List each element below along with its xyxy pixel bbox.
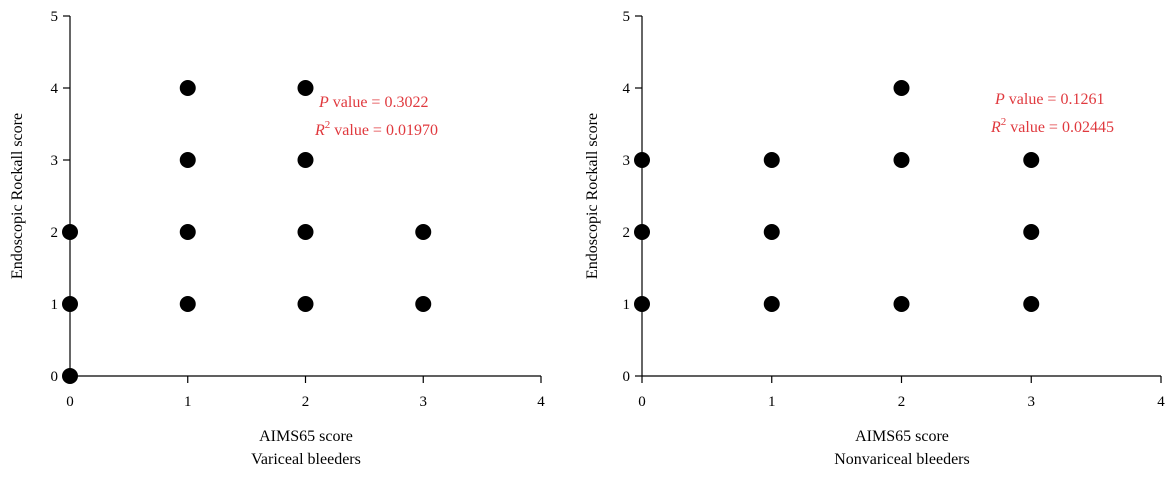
data-point	[634, 296, 650, 312]
data-point	[179, 296, 196, 312]
y-tick-label: 4	[51, 81, 59, 97]
y-tick-label: 0	[51, 369, 59, 385]
y-axis-title: Endoscopic Rockall score	[584, 113, 601, 279]
x-tick-label: 4	[537, 394, 545, 410]
chart-subtitle: Variceal bleeders	[251, 451, 361, 468]
data-point	[297, 152, 314, 168]
r2-value-annotation: R2 value = 0.01970	[314, 119, 438, 139]
x-axis-title: AIMS65 score	[259, 428, 353, 445]
data-point	[763, 296, 780, 312]
data-point	[893, 152, 910, 168]
x-tick-label: 2	[302, 394, 310, 410]
p-value-annotation: P value = 0.3022	[318, 94, 428, 111]
y-tick-label: 5	[623, 9, 631, 25]
data-point	[297, 224, 314, 240]
data-point	[415, 296, 432, 312]
y-tick-label: 1	[51, 297, 59, 313]
data-point	[297, 296, 314, 312]
x-ticks: 0 1 2 3 4	[638, 376, 1165, 410]
data-point	[1023, 224, 1040, 240]
x-tick-label: 3	[420, 394, 428, 410]
y-axis-title: Endoscopic Rockall score	[9, 113, 26, 279]
data-point	[893, 80, 910, 96]
chart-subtitle: Nonvariceal bleeders	[834, 451, 969, 468]
y-tick-label: 0	[623, 369, 631, 385]
r2-value-annotation: R2 value = 0.02445	[990, 116, 1114, 136]
data-point	[1023, 296, 1040, 312]
x-tick-label: 2	[898, 394, 906, 410]
data-point	[893, 296, 910, 312]
data-point	[62, 224, 78, 240]
data-point	[297, 80, 314, 96]
data-point	[62, 296, 78, 312]
x-tick-label: 1	[768, 394, 776, 410]
y-tick-label: 4	[623, 81, 631, 97]
x-tick-label: 0	[66, 394, 74, 410]
data-points	[62, 80, 432, 384]
data-point	[415, 224, 432, 240]
x-tick-label: 3	[1028, 394, 1036, 410]
y-tick-label: 2	[623, 225, 631, 241]
data-point	[1023, 152, 1040, 168]
y-tick-label: 1	[623, 297, 631, 313]
y-tick-label: 5	[51, 9, 59, 25]
p-value-annotation: P value = 0.1261	[994, 91, 1104, 108]
y-tick-label: 2	[51, 225, 59, 241]
x-ticks: 0 1 2 3 4	[66, 376, 545, 410]
x-tick-label: 4	[1157, 394, 1165, 410]
y-ticks: 0 1 2 3 4 5	[623, 9, 642, 385]
y-tick-label: 3	[623, 153, 631, 169]
data-point	[179, 80, 196, 96]
y-ticks: 0 1 2 3 4 5	[51, 9, 70, 385]
chart-panel-variceal: 0 1 2 3 4 5 0 1 2 3 4 Endoscopic Rockall score AI…	[9, 9, 545, 468]
data-point	[62, 368, 78, 384]
data-points	[634, 80, 1040, 312]
x-tick-label: 0	[638, 394, 646, 410]
data-point	[763, 224, 780, 240]
x-axis-title: AIMS65 score	[855, 428, 949, 445]
data-point	[179, 224, 196, 240]
data-point	[634, 152, 650, 168]
data-point	[179, 152, 196, 168]
data-point	[763, 152, 780, 168]
x-tick-label: 1	[184, 394, 192, 410]
data-point	[634, 224, 650, 240]
y-tick-label: 3	[51, 153, 59, 169]
chart-panel-nonvariceal: 0 1 2 3 4 5 0 1 2 3 4 Endoscopic Rockall score AI…	[584, 9, 1165, 468]
